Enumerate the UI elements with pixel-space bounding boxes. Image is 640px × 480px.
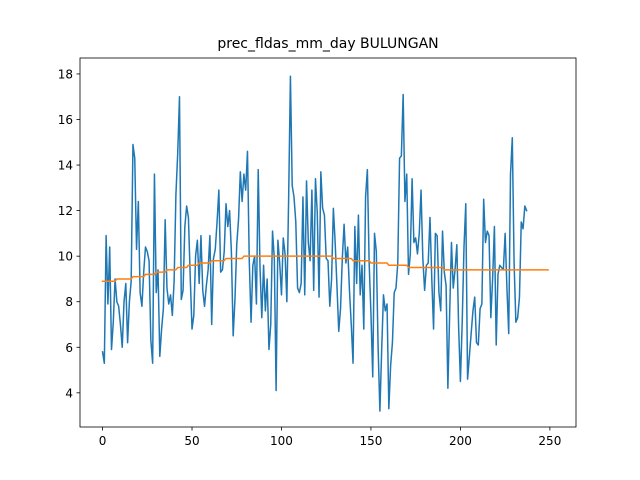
y-tick-label: 6: [65, 341, 73, 355]
y-tick-label: 4: [65, 386, 73, 400]
series-layer: [101, 75, 549, 412]
plot-frame: [79, 57, 577, 428]
x-tick-label: 150: [359, 434, 382, 448]
series-line-prec: [101, 75, 528, 412]
x-tick-label: 50: [184, 434, 199, 448]
y-tick-label: 10: [58, 250, 73, 264]
x-tick-label: 100: [270, 434, 293, 448]
x-tick-label: 0: [99, 434, 107, 448]
x-tick-label: 200: [449, 434, 472, 448]
axes-layer: 0 50 100 150 200 250 4 6 8 10 12 14 16 18: [58, 57, 577, 448]
y-tick-label: 18: [58, 67, 73, 81]
chart-title: prec_fldas_mm_day BULUNGAN: [217, 36, 438, 52]
series-line-trend: [101, 255, 549, 282]
y-tick-label: 8: [65, 295, 73, 309]
y-tick-label: 12: [58, 204, 73, 218]
x-tick-label: 250: [538, 434, 561, 448]
y-tick-label: 14: [58, 159, 73, 173]
y-tick-label: 16: [58, 113, 73, 127]
